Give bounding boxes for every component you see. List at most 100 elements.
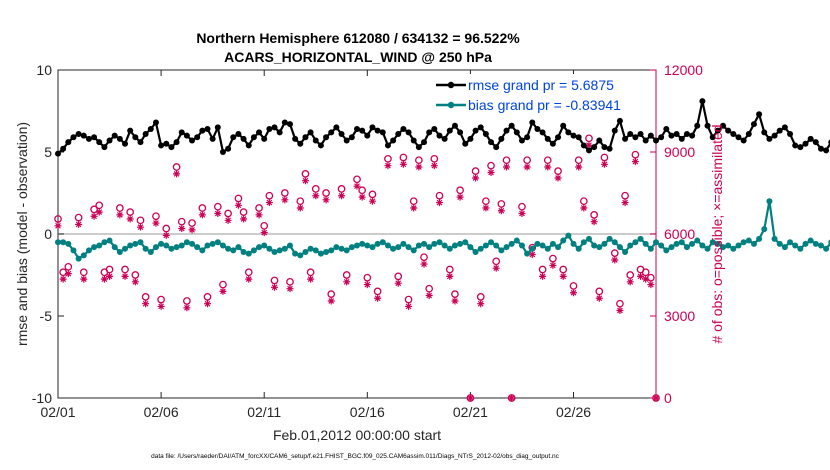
rmse-point <box>601 144 608 151</box>
obs-assimilated-marker <box>59 275 67 283</box>
obs-assimilated-marker <box>343 278 351 286</box>
rmse-point <box>307 129 314 136</box>
bias-point <box>307 245 314 252</box>
rmse-point <box>323 134 330 141</box>
bias-point <box>493 242 500 249</box>
obs-possible-marker <box>399 153 408 162</box>
bias-point <box>627 242 634 249</box>
bias-point <box>240 249 247 256</box>
obs-possible-marker <box>641 268 650 277</box>
bias-point <box>338 245 345 252</box>
bias-point <box>812 240 819 247</box>
chart-title-line1: Northern Hemisphere 612080 / 634132 = 96… <box>196 30 520 46</box>
rmse-point <box>508 122 515 129</box>
obs-possible-marker <box>574 156 583 165</box>
legend-box <box>430 74 652 114</box>
bias-point <box>426 244 433 251</box>
rmse-point <box>776 127 783 134</box>
obs-assimilated-marker <box>90 212 98 220</box>
rmse-point <box>560 122 567 129</box>
y-axis-label-right: # of obs: o=possible; ×=assimilated <box>709 124 725 343</box>
obs-possible-marker <box>409 197 418 206</box>
bias-point <box>673 240 680 247</box>
rmse-point <box>91 134 98 141</box>
rmse-point <box>498 135 505 142</box>
bias-point <box>101 239 108 246</box>
obs-possible-marker <box>162 224 171 233</box>
bias-point <box>750 240 757 247</box>
rmse-point <box>446 127 453 134</box>
obs-possible-marker <box>363 273 372 282</box>
obs-assimilated-marker <box>240 215 248 223</box>
obs-assimilated-marker <box>394 279 402 287</box>
rmse-point <box>106 137 113 144</box>
obs-possible-marker <box>301 170 310 178</box>
rmse-point <box>390 137 397 144</box>
bias-point <box>771 235 778 242</box>
obs-assimilated-marker <box>451 297 459 305</box>
rmse-point <box>756 111 763 118</box>
y-left-tick-label: -10 <box>32 390 52 406</box>
bias-point <box>647 245 654 252</box>
obs-assimilated-marker <box>183 304 191 312</box>
rmse-point <box>817 145 824 152</box>
obs-possible-marker <box>224 209 232 218</box>
obs-assimilated-marker <box>487 169 495 176</box>
bias-point <box>534 240 541 247</box>
bias-point <box>694 237 701 244</box>
obs-assimilated-marker <box>621 199 629 207</box>
rmse-point <box>65 139 72 146</box>
y-left-tick-label: 5 <box>44 144 52 160</box>
bias-point <box>580 239 587 246</box>
bias-point <box>544 245 551 252</box>
rmse-point <box>668 132 675 139</box>
rmse-point <box>704 122 711 129</box>
obs-possible-marker <box>502 156 511 165</box>
obs-assimilated-marker <box>152 219 160 227</box>
bias-point <box>96 242 103 249</box>
bias-point <box>740 239 747 246</box>
obs-possible-marker <box>337 185 346 193</box>
obs-assimilated-marker <box>75 220 83 228</box>
bias-point <box>60 239 67 246</box>
obs-assimilated-marker <box>64 270 72 278</box>
rmse-point <box>580 142 587 149</box>
bias-point <box>116 249 123 256</box>
bias-point <box>555 244 562 251</box>
bias-point <box>529 245 536 252</box>
bias-point <box>611 239 618 246</box>
obs-possible-marker <box>600 153 609 162</box>
bias-point <box>384 242 391 249</box>
obs-assimilated-marker <box>405 302 413 310</box>
obs-assimilated-marker <box>472 174 480 182</box>
bias-point <box>761 226 768 233</box>
bias-point <box>797 245 804 252</box>
y-right-tick-label: 6000 <box>664 226 695 242</box>
obs-assimilated-marker <box>116 211 124 219</box>
obs-possible-marker <box>177 217 186 226</box>
rmse-point <box>591 144 598 151</box>
rmse-point <box>802 140 809 147</box>
bias-point <box>508 240 515 247</box>
obs-assimilated-marker <box>219 287 227 295</box>
obs-assimilated-marker <box>544 163 552 171</box>
bias-point <box>178 242 185 249</box>
obs-possible-marker <box>373 287 382 296</box>
bias-point <box>266 245 273 252</box>
obs-possible-marker <box>74 213 83 222</box>
obs-assimilated-marker <box>652 394 660 402</box>
bias-point <box>70 247 77 254</box>
rmse-point <box>364 132 371 139</box>
bias-point <box>127 242 134 249</box>
bias-point <box>756 235 763 242</box>
obs-possible-marker <box>621 191 629 200</box>
obs-assimilated-marker <box>616 307 624 315</box>
bias-point <box>802 240 809 247</box>
obs-assimilated-marker <box>482 204 490 212</box>
rmse-point <box>482 130 489 137</box>
obs-possible-marker <box>404 295 413 304</box>
bias-point <box>163 242 170 249</box>
rmse-point <box>431 126 438 133</box>
rmse-point <box>653 137 659 144</box>
bias-point <box>395 244 402 251</box>
